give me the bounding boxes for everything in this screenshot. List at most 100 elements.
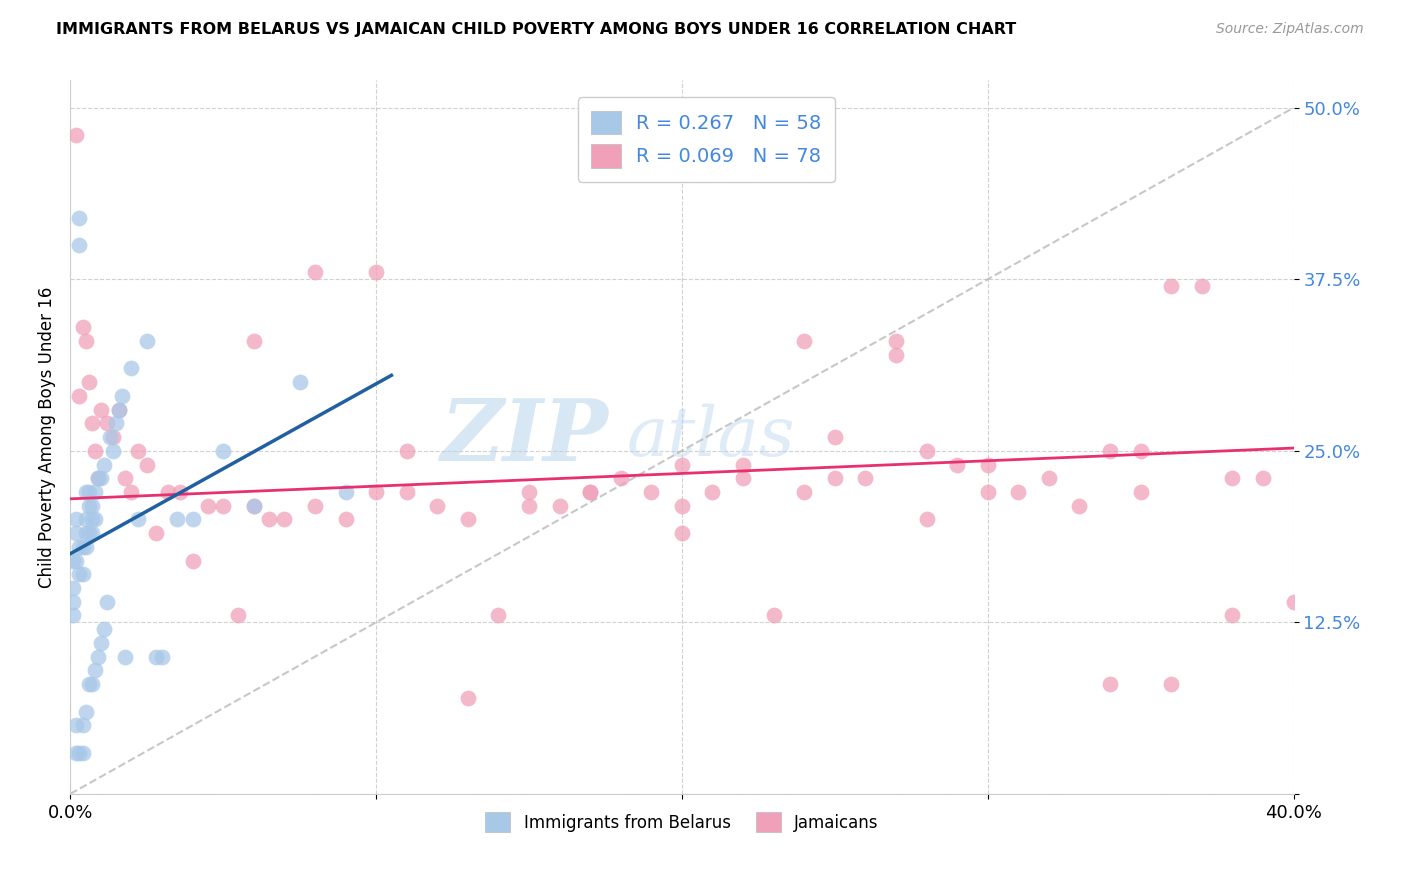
Point [145, 526, 167, 541]
Point [65, 512, 87, 526]
Point [90, 471, 112, 485]
Point [640, 485, 662, 500]
Point [824, 430, 846, 444]
Point [77, 677, 100, 691]
Point [72, 567, 94, 582]
Point [101, 430, 124, 444]
Point [1129, 485, 1152, 500]
Point [108, 402, 131, 417]
Point [75, 512, 97, 526]
Point [257, 512, 280, 526]
Point [457, 690, 479, 705]
Point [98, 430, 121, 444]
Point [243, 499, 266, 513]
Point [93, 458, 115, 472]
Point [72, 540, 94, 554]
Point [77, 485, 100, 500]
Point [181, 512, 204, 526]
Point [72, 746, 94, 760]
Point [228, 608, 250, 623]
Point [1160, 279, 1182, 293]
Point [145, 649, 167, 664]
Point [1160, 677, 1182, 691]
Text: ZIP: ZIP [440, 395, 609, 479]
Text: IMMIGRANTS FROM BELARUS VS JAMAICAN CHILD POVERTY AMONG BOYS UNDER 16 CORRELATIO: IMMIGRANTS FROM BELARUS VS JAMAICAN CHIL… [56, 22, 1017, 37]
Point [671, 526, 693, 541]
Point [96, 595, 118, 609]
Point [304, 499, 326, 513]
Point [65, 526, 87, 541]
Point [243, 499, 266, 513]
Point [395, 485, 418, 500]
Point [1220, 471, 1243, 485]
Point [976, 458, 998, 472]
Point [212, 443, 235, 458]
Point [733, 471, 755, 485]
Point [93, 622, 115, 636]
Point [1099, 677, 1122, 691]
Point [108, 402, 131, 417]
Point [75, 526, 97, 541]
Point [395, 443, 418, 458]
Point [1007, 485, 1029, 500]
Point [62, 581, 84, 595]
Point [83, 485, 105, 500]
Point [824, 471, 846, 485]
Point [80, 499, 103, 513]
Point [1038, 471, 1060, 485]
Point [114, 649, 136, 664]
Point [157, 485, 180, 500]
Point [671, 499, 693, 513]
Point [579, 485, 602, 500]
Point [1220, 608, 1243, 623]
Point [75, 705, 97, 719]
Point [96, 417, 118, 431]
Point [80, 677, 103, 691]
Point [335, 512, 357, 526]
Point [77, 375, 100, 389]
Point [69, 746, 91, 760]
Point [77, 499, 100, 513]
Point [69, 567, 91, 582]
Point [65, 553, 87, 567]
Point [80, 526, 103, 541]
Point [946, 458, 969, 472]
Point [976, 485, 998, 500]
Point [426, 499, 449, 513]
Point [579, 485, 602, 500]
Point [733, 458, 755, 472]
Point [65, 128, 87, 143]
Point [273, 512, 295, 526]
Point [80, 512, 103, 526]
Point [90, 636, 112, 650]
Point [197, 499, 219, 513]
Point [80, 417, 103, 431]
Point [610, 471, 633, 485]
Point [101, 443, 124, 458]
Point [111, 389, 134, 403]
Point [75, 334, 97, 348]
Point [671, 458, 693, 472]
Point [135, 458, 157, 472]
Point [488, 608, 510, 623]
Y-axis label: Child Poverty Among Boys Under 16: Child Poverty Among Boys Under 16 [38, 286, 56, 588]
Text: atlas: atlas [627, 404, 796, 470]
Point [915, 443, 938, 458]
Point [69, 540, 91, 554]
Point [1282, 595, 1305, 609]
Point [793, 485, 815, 500]
Point [65, 718, 87, 732]
Point [87, 471, 110, 485]
Point [288, 375, 311, 389]
Point [75, 540, 97, 554]
Point [83, 443, 105, 458]
Point [169, 485, 191, 500]
Point [127, 443, 149, 458]
Point [69, 238, 91, 252]
Point [69, 389, 91, 403]
Point [166, 512, 188, 526]
Point [90, 402, 112, 417]
Point [884, 348, 907, 362]
Point [762, 608, 785, 623]
Point [83, 512, 105, 526]
